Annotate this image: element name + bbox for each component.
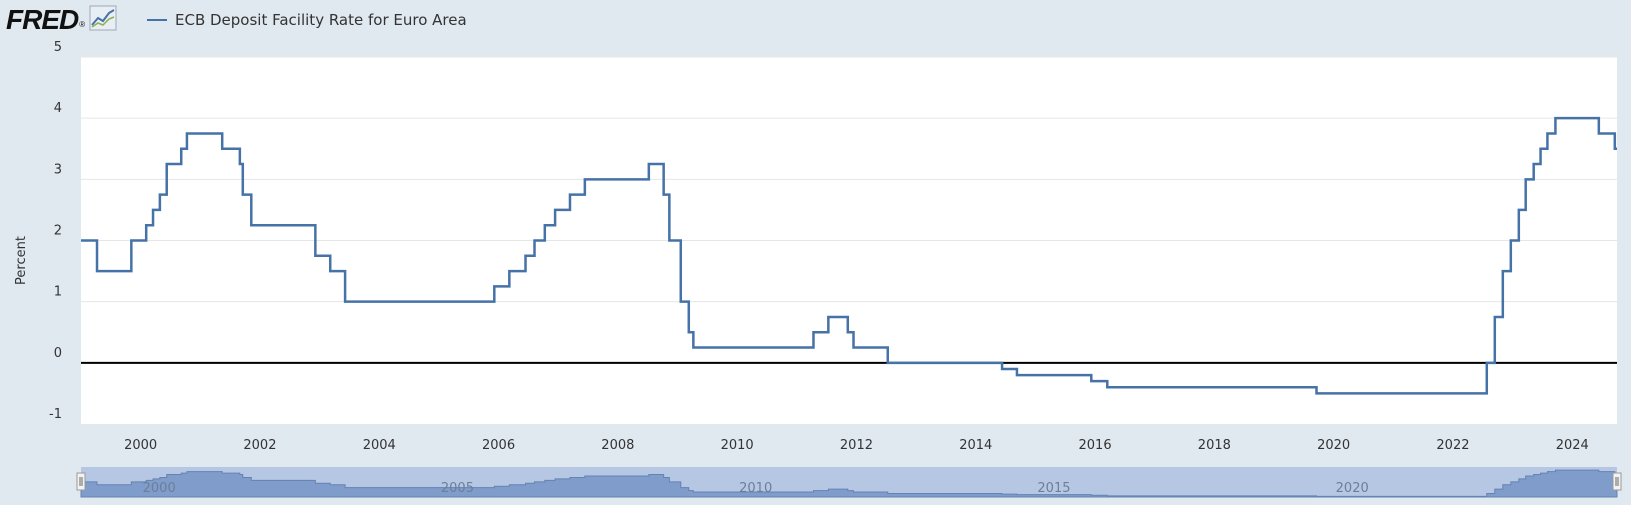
x-tick-label: 2014 xyxy=(959,438,992,453)
navigator-tick-label: 2010 xyxy=(739,481,772,496)
x-tick-label: 2010 xyxy=(721,438,754,453)
y-tick-label: 0 xyxy=(54,346,62,361)
x-tick-label: 2008 xyxy=(601,438,634,453)
range-navigator: 2000 2005 2010 2015 2020 xyxy=(76,467,1622,498)
legend-label: ECB Deposit Facility Rate for Euro Area xyxy=(175,11,467,29)
y-axis-label: Percent xyxy=(14,236,29,285)
fred-logo[interactable]: FRED ® xyxy=(6,4,117,36)
x-tick-label: 2020 xyxy=(1317,438,1350,453)
y-tick-label: 3 xyxy=(54,162,62,177)
y-tick-label: 2 xyxy=(54,224,62,239)
x-tick-label: 2000 xyxy=(124,438,157,453)
x-tick-label: 2012 xyxy=(840,438,873,453)
x-tick-label: 2004 xyxy=(363,438,396,453)
navigator-tick-label: 2015 xyxy=(1037,481,1070,496)
navigator-tick-label: 2005 xyxy=(441,481,474,496)
gridlines xyxy=(81,56,1617,303)
x-tick-label: 2018 xyxy=(1198,438,1231,453)
navigator-tick-label: 2020 xyxy=(1336,481,1369,496)
navigator-handle-left[interactable] xyxy=(76,472,86,491)
navigator-handle-right[interactable] xyxy=(1612,472,1622,491)
series-line-ecb-deposit-rate xyxy=(81,116,1617,395)
y-tick-label: -1 xyxy=(49,407,62,422)
x-tick-label: 2016 xyxy=(1079,438,1112,453)
chart-legend[interactable]: ECB Deposit Facility Rate for Euro Area xyxy=(147,10,467,30)
chart-line-icon xyxy=(89,5,117,36)
navigator-series xyxy=(80,469,1618,498)
navigator-tick-label: 2000 xyxy=(143,481,176,496)
logo-text: FRED xyxy=(6,4,79,35)
x-tick-label: 2006 xyxy=(482,438,515,453)
x-tick-label: 2022 xyxy=(1436,438,1469,453)
logo-registered-mark: ® xyxy=(79,20,86,29)
x-tick-label: 2024 xyxy=(1556,438,1589,453)
legend-swatch xyxy=(147,19,167,21)
y-tick-label: 1 xyxy=(54,285,62,300)
x-axis-ticks: 2000 2002 2004 2006 2008 2010 2012 2014 2016 2018… xyxy=(124,438,1589,453)
y-tick-label: 4 xyxy=(54,101,62,116)
y-axis-ticks: -1 0 1 2 3 4 5 xyxy=(49,40,62,422)
x-tick-label: 2002 xyxy=(243,438,276,453)
y-tick-label: 5 xyxy=(54,40,62,55)
